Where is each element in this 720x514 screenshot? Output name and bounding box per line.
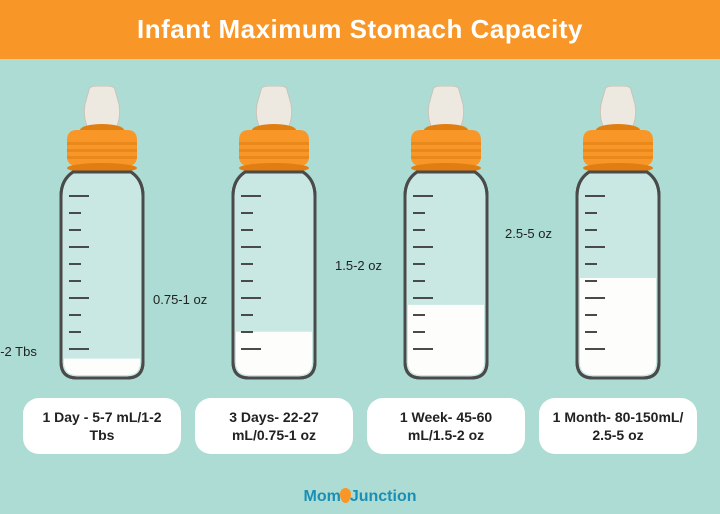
bottle-caption: 1 Month- 80-150mL/ 2.5-5 oz — [539, 398, 697, 454]
page-title: Infant Maximum Stomach Capacity — [0, 0, 720, 59]
brand-right: Junction — [350, 488, 417, 505]
bottle-group: 2.5-5 oz 1 Month- 80-150mL/ 2.5-5 oz — [538, 86, 698, 454]
brand-left: Mom — [304, 488, 341, 505]
bottle-caption: 1 Day - 5-7 mL/1-2 Tbs — [23, 398, 181, 454]
bottle-group: 1-2 Tbs 1 Day - 5-7 mL/1-2 Tbs — [22, 86, 182, 454]
bottle-icon: 2.5-5 oz — [553, 86, 683, 386]
bottle-side-label: 0.75-1 oz — [153, 292, 207, 307]
bottle-icon: 1-2 Tbs — [37, 86, 167, 386]
brand-footer: Mom Junction — [0, 488, 720, 506]
bottle-caption: 3 Days- 22-27 mL/0.75-1 oz — [195, 398, 353, 454]
bottle-side-label: 2.5-5 oz — [505, 226, 552, 241]
bottle-row: 1-2 Tbs 1 Day - 5-7 mL/1-2 Tbs 0.75-1 oz 3… — [0, 59, 720, 514]
bottle-side-label: 1.5-2 oz — [335, 258, 382, 273]
bottle-icon: 1.5-2 oz — [381, 86, 511, 386]
bottle-group: 1.5-2 oz 1 Week- 45-60 mL/1.5-2 oz — [366, 86, 526, 454]
bottle-group: 0.75-1 oz 3 Days- 22-27 mL/0.75-1 oz — [194, 86, 354, 454]
bottle-caption: 1 Week- 45-60 mL/1.5-2 oz — [367, 398, 525, 454]
bottle-side-label: 1-2 Tbs — [0, 344, 37, 359]
bottle-icon: 0.75-1 oz — [209, 86, 339, 386]
